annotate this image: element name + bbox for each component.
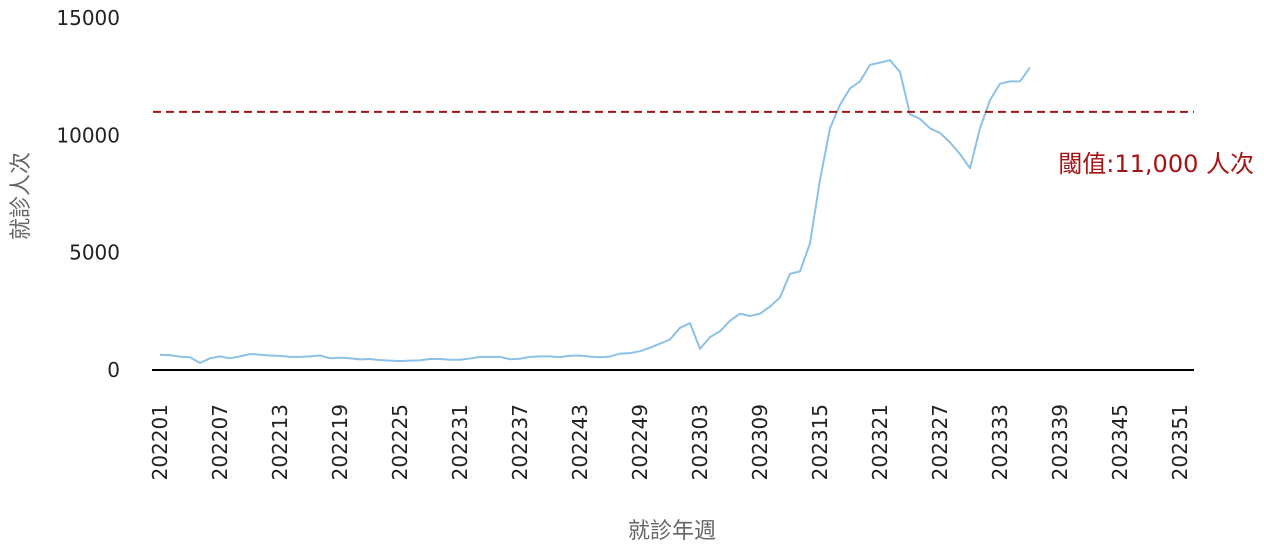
y-tick-label: 0 [107,358,120,382]
x-tick-label: 202309 [748,404,772,480]
x-tick-label: 202339 [1048,404,1072,480]
series-line [159,59,1031,364]
y-tick-label: 10000 [56,123,120,147]
x-tick-label: 202303 [688,404,712,480]
x-tick-label: 202219 [328,404,352,480]
y-axis-label: 就診人次 [9,152,34,240]
x-tick-label: 202345 [1108,404,1132,480]
x-axis-label: 就診年週 [628,519,716,544]
x-tick-label: 202213 [268,404,292,480]
x-tick-label: 202201 [148,404,172,480]
threshold-label: 閾值:11,000 人次 [1058,150,1254,178]
x-tick-label: 202237 [508,404,532,480]
x-tick-label: 202333 [988,404,1012,480]
x-tick-label: 202249 [628,404,652,480]
x-tick-label: 202225 [388,404,412,480]
y-axis-ticks: 0 5000 10000 15000 [56,6,120,382]
y-tick-label: 15000 [56,6,120,30]
x-tick-label: 202243 [568,404,592,480]
series-layer [159,59,1031,364]
x-tick-label: 202231 [448,404,472,480]
x-axis-ticks: 202201 202207 202213 202219 202225 202231 2022… [148,404,1192,480]
y-tick-label: 5000 [69,241,120,265]
x-tick-label: 202327 [928,404,952,480]
x-tick-label: 202321 [868,404,892,480]
x-tick-label: 202207 [208,404,232,480]
x-tick-label: 202315 [808,404,832,480]
x-tick-label: 202351 [1168,404,1192,480]
